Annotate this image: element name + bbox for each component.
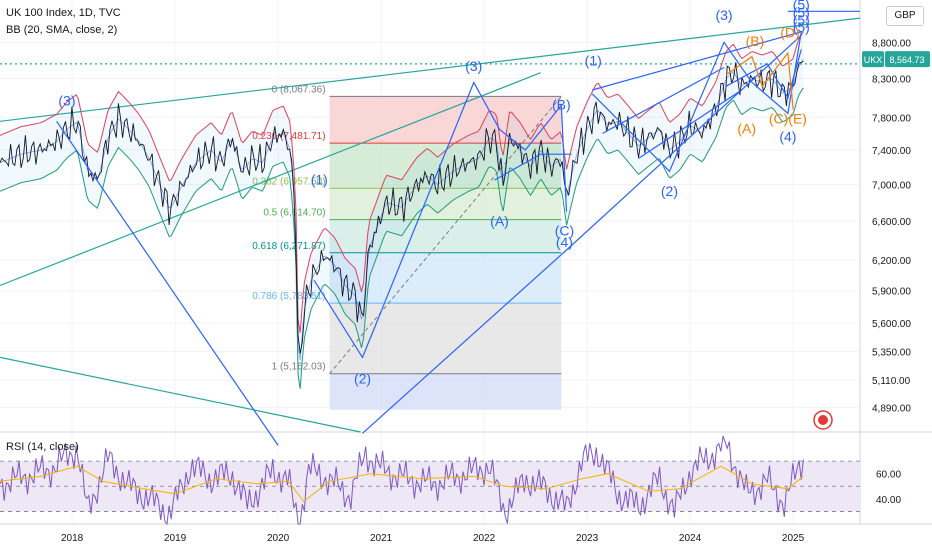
fib-zone xyxy=(329,219,562,253)
y-tick-label: 6,600.00 xyxy=(872,217,911,228)
trend-lines[interactable] xyxy=(0,17,861,433)
fib-zone xyxy=(329,96,562,144)
wave-label: (2) xyxy=(661,183,678,199)
wave-label: (B) xyxy=(746,33,765,49)
x-tick-label: 2025 xyxy=(782,533,805,544)
wave-path xyxy=(494,153,572,181)
wave-path xyxy=(56,120,279,446)
wave-label: (3) xyxy=(465,58,482,74)
y-tick-label: 7,800.00 xyxy=(872,113,911,124)
trend-line xyxy=(0,72,541,287)
rsi-tick-label: 40.00 xyxy=(876,495,901,506)
wave-path xyxy=(725,49,802,100)
fib-zone xyxy=(329,188,562,220)
y-tick-label: 5,110.00 xyxy=(872,376,911,387)
fib-trend-line xyxy=(329,96,562,375)
currency-button[interactable]: GBP xyxy=(886,6,924,26)
fib-zone xyxy=(329,373,562,410)
price-badges: UKX 8,564.73 xyxy=(813,51,930,430)
wave-label: (4) xyxy=(556,234,573,250)
symbol-badge-label: UKX xyxy=(864,55,883,65)
y-tick-label: 8,300.00 xyxy=(872,75,911,86)
wave-path xyxy=(638,89,742,159)
wave-label: (2) xyxy=(354,371,371,387)
y-tick-label: 5,900.00 xyxy=(872,287,911,298)
price-series xyxy=(0,60,804,354)
wave-path xyxy=(313,81,568,359)
trend-line xyxy=(0,356,361,433)
rsi-band-fill xyxy=(0,461,860,512)
wave-path xyxy=(592,31,802,91)
wave-label: (3) xyxy=(715,7,732,23)
wave-path xyxy=(591,31,802,173)
wave-label: (A) xyxy=(490,213,509,229)
x-tick-label: 2021 xyxy=(370,533,393,544)
wave-label: (5) xyxy=(793,0,810,12)
y-tick-label: 6,200.00 xyxy=(872,256,911,267)
x-tick-label: 2018 xyxy=(61,533,84,544)
fib-level-label: 0 (8,067.36) xyxy=(272,84,326,95)
wave-label: (5) xyxy=(793,4,810,20)
fib-zone xyxy=(329,303,562,374)
y-tick-label: 7,400.00 xyxy=(872,146,911,157)
fib-level-label: 1 (5,162.03) xyxy=(272,362,326,373)
bb-lower-band xyxy=(0,87,804,389)
wave-label: (5) xyxy=(793,12,810,28)
wave-label: (1) xyxy=(311,172,328,188)
y-tick-label: 7,000.00 xyxy=(872,181,911,192)
event-marker-dot xyxy=(818,415,828,425)
wave-label: (5) xyxy=(793,19,810,35)
bb-upper-band xyxy=(0,31,804,333)
rsi-line xyxy=(0,435,804,526)
wave-label: (4) xyxy=(779,129,796,145)
chart-axes: 8,800.00 8,300.00 7,800.00 7,400.00 7,000.00… xyxy=(61,38,911,544)
bollinger-bands xyxy=(0,31,804,389)
bb-basis xyxy=(0,58,804,361)
x-tick-label: 2023 xyxy=(576,533,599,544)
price-line xyxy=(0,60,804,354)
bb-fill xyxy=(0,31,804,389)
wave-label: (C)(E) xyxy=(769,111,807,127)
wave-label: (1) xyxy=(585,52,602,68)
symbol-badge xyxy=(862,51,884,68)
elliott-wave-paths[interactable] xyxy=(56,10,860,446)
x-tick-label: 2024 xyxy=(679,533,702,544)
wave-label: (3) xyxy=(58,92,75,108)
bb-indicator-label: BB (20, SMA, close, 2) xyxy=(6,24,118,36)
chart-title: UK 100 Index, 1D, TVC xyxy=(6,7,121,19)
wave-path xyxy=(362,34,802,434)
wave-path xyxy=(602,66,725,134)
wave-label: (C) xyxy=(555,222,574,238)
fib-level-label: 0.786 (5,783.51) xyxy=(252,291,325,302)
y-tick-label: 5,350.00 xyxy=(872,348,911,359)
wave-label: (D) xyxy=(780,24,799,40)
wave-path xyxy=(725,51,794,110)
fib-zone xyxy=(329,252,562,304)
x-tick-label: 2020 xyxy=(267,533,290,544)
wave-label: (B) xyxy=(552,96,571,112)
fib-level-label: 0.236 (7,481.71) xyxy=(252,131,325,142)
rsi-ma-line xyxy=(0,465,804,503)
rsi-tick-label: 60.00 xyxy=(876,470,901,481)
elliott-wave-labels: (3)(1)(2)(3)(A)(B)(C)(4)(1)(2)(3)(B)(D)(… xyxy=(58,0,809,387)
fib-level-label: 0.382 (6,957.50) xyxy=(252,176,325,187)
trend-line xyxy=(0,17,861,122)
y-tick-label: 8,800.00 xyxy=(872,38,911,49)
y-tick-label: 4,890.00 xyxy=(872,403,911,414)
rsi-pane xyxy=(0,435,860,526)
last-price-badge xyxy=(885,51,930,68)
rsi-indicator-label: RSI (14, close) xyxy=(6,441,79,453)
wave-label: (A) xyxy=(737,120,756,136)
y-tick-label: 5,600.00 xyxy=(872,319,911,330)
x-tick-label: 2019 xyxy=(164,533,187,544)
last-price-label: 8,564.73 xyxy=(889,55,924,65)
fib-level-label: 0.618 (6,271.87) xyxy=(252,241,325,252)
x-tick-label: 2022 xyxy=(473,533,496,544)
